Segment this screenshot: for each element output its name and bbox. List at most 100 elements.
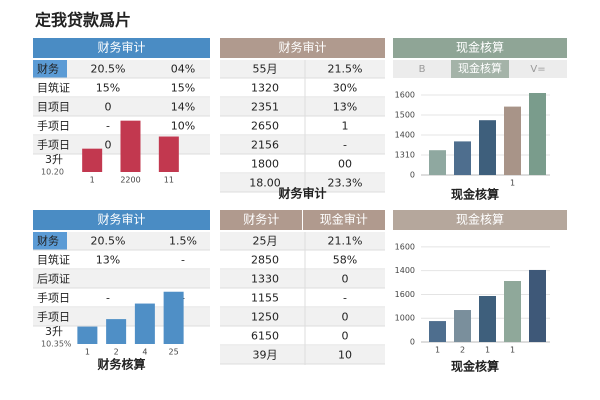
x-tick-label: 2 <box>460 346 465 355</box>
cell-text: 目项目 <box>37 101 70 114</box>
bar <box>82 148 103 172</box>
cell-text: 6150 <box>251 330 279 343</box>
tab <box>451 60 509 78</box>
cell-text: 0 <box>105 139 112 152</box>
cell-text: 21.5% <box>328 63 363 76</box>
cell-text: 30% <box>333 82 357 95</box>
row-bg <box>220 136 385 154</box>
header-text: 现金核算 <box>456 40 504 55</box>
annotation: 3升 <box>45 153 63 166</box>
row-bg <box>33 251 210 269</box>
row-bg <box>220 327 385 345</box>
row-bg <box>220 270 385 288</box>
panel-header <box>33 38 210 58</box>
cell-text: 2650 <box>251 120 279 133</box>
y-tick-label: 1000 <box>395 314 415 323</box>
row-bg <box>220 174 385 192</box>
bar <box>120 120 141 172</box>
cell-text: - <box>343 139 347 152</box>
bar <box>529 269 546 342</box>
bar <box>163 291 184 344</box>
cell-text: 20.5% <box>91 63 126 76</box>
row-bg <box>220 346 385 364</box>
x-tick-label: 11 <box>164 176 174 185</box>
row-bg <box>220 98 385 116</box>
cell-text: 0 <box>342 311 349 324</box>
cell-text: - <box>106 292 110 305</box>
row-bg <box>33 232 210 250</box>
y-tick-label: 1600 <box>395 91 415 100</box>
bar <box>479 295 496 342</box>
cell-text: 23.3% <box>328 177 363 190</box>
bar <box>454 141 471 175</box>
row-bg <box>220 117 385 135</box>
panel-caption: 财务核算 <box>96 357 145 372</box>
row-bg <box>220 289 385 307</box>
row-bg <box>33 98 210 116</box>
bar <box>479 120 496 175</box>
cell-text: 20.5% <box>91 235 126 248</box>
cell-text: - <box>343 292 347 305</box>
cell-text: 55月 <box>253 63 278 76</box>
panel-header <box>393 210 567 230</box>
cell-text: 手项日 <box>37 119 70 133</box>
y-tick-label: 1310 <box>395 151 415 160</box>
cell-text: 21.1% <box>328 235 363 248</box>
x-tick-label: 4 <box>142 348 147 357</box>
header-text: 财务审计 <box>278 40 326 55</box>
row-bg <box>33 60 210 78</box>
row-bg <box>33 79 210 97</box>
header-text: 财务计 <box>243 212 279 227</box>
bar <box>158 136 179 172</box>
x-tick-label: 1 <box>90 176 95 185</box>
page-title: 定我贷款爲片 <box>34 11 131 30</box>
y-tick-label: 1500 <box>395 111 415 120</box>
cell-text: 2850 <box>251 254 279 267</box>
panel-caption: 财务审计 <box>277 186 326 201</box>
bar <box>77 326 98 344</box>
header-text: 现金核算 <box>456 212 504 227</box>
bar <box>429 150 446 175</box>
x-tick-label: 1 <box>510 346 515 355</box>
panel-header <box>393 38 567 58</box>
y-tick-label: 0 <box>410 338 415 347</box>
cell-text: - <box>106 120 110 133</box>
cell-text: 25月 <box>253 235 278 248</box>
cell-text: 1800 <box>251 158 279 171</box>
annotation: 3升 <box>45 325 63 338</box>
y-tick-label: 1400 <box>395 131 415 140</box>
x-tick-label: 2 <box>114 348 119 357</box>
cell-text: 财务 <box>37 234 59 248</box>
tab <box>509 60 567 78</box>
y-tick-label: 1600 <box>395 290 415 299</box>
y-tick-label: 1400 <box>395 266 415 275</box>
cell-text: 2156 <box>251 139 279 152</box>
x-tick-label: 1 <box>85 348 90 357</box>
bar <box>106 319 127 344</box>
annotation: 10.20 <box>41 168 64 177</box>
panel-header <box>220 38 385 58</box>
bar <box>429 321 446 342</box>
cell-text: 后项证 <box>37 273 70 286</box>
cell-text: 39月 <box>253 349 278 362</box>
tab-text: B <box>419 64 426 75</box>
row-bg <box>220 60 385 78</box>
cell-text: 58% <box>333 254 357 267</box>
panel-header <box>33 210 210 230</box>
tab <box>393 60 451 78</box>
cell-text: 15% <box>171 82 195 95</box>
cell-text: 13% <box>96 254 120 267</box>
cell-text: 18.00 <box>249 177 281 190</box>
cell-text: 14% <box>171 101 195 114</box>
cell-text: 目筑证 <box>37 81 70 95</box>
cell-text: 手项日 <box>37 291 70 305</box>
cell-text: 15% <box>96 82 120 95</box>
cell-text: 1155 <box>251 292 279 305</box>
panel-caption: 现金核算 <box>451 359 499 374</box>
cell-text: 手项日 <box>37 138 70 152</box>
header-text: 财务审计 <box>97 212 145 227</box>
cell-text: 财务 <box>37 62 59 76</box>
header-text: 财务审计 <box>97 40 145 55</box>
x-tick-label: 1 <box>435 346 440 355</box>
